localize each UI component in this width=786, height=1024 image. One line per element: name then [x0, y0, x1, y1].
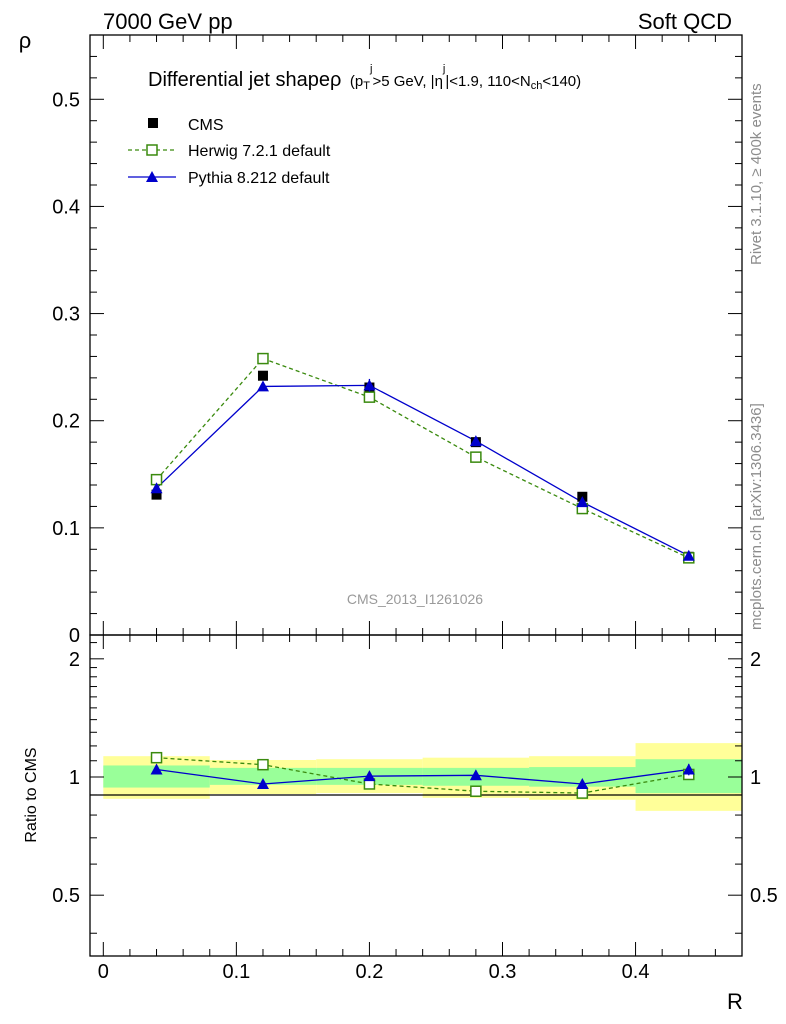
ratio-y-tick-label-right: 2 — [750, 649, 761, 671]
legend-label-cms: CMS — [188, 117, 224, 134]
pythia-ratio-point — [576, 777, 589, 789]
pythia-ratio-line — [156, 768, 689, 785]
legend-marker-cms — [148, 118, 158, 128]
legend: CMS Herwig 7.2.1 default Pythia 8.212 de… — [128, 117, 331, 187]
legend-label-pythia: Pythia 8.212 default — [188, 170, 330, 187]
y-tick-label: 0.4 — [52, 196, 80, 218]
herwig-point — [470, 451, 482, 463]
ratio-y-axis-label: Ratio to CMS — [23, 747, 40, 842]
ratio-y-tick-label: 0.5 — [52, 885, 80, 907]
x-tick-label: 0.1 — [222, 961, 250, 983]
herwig-point — [363, 391, 376, 403]
cms-point — [151, 489, 162, 500]
x-tick-label: 0.4 — [622, 961, 650, 983]
rivet-label: Rivet 3.1.10, ≥ 400k events — [748, 83, 765, 265]
chart-title-cuts: (pTj>5 GeV, |ηj|<1.9, 110<Nch<140) — [350, 63, 581, 92]
main-panel: 0 0.1 0.2 0.3 0.4 0.5 Differential jet shapeρ… — [19, 28, 743, 647]
header-energy: 7000 GeV pp — [103, 9, 233, 34]
pythia-line — [156, 384, 690, 557]
ratio-y-tick-label-right: 1 — [750, 767, 761, 789]
x-tick-label: 0.2 — [356, 961, 384, 983]
herwig-point — [257, 352, 269, 365]
analysis-watermark: CMS_2013_I1261026 — [347, 591, 483, 607]
pythia-point — [469, 435, 482, 447]
mcplots-label: mcplots.cern.ch [arXiv:1306.3436] — [748, 403, 765, 630]
cms-point — [257, 370, 268, 381]
y-tick-label: 0 — [69, 625, 80, 647]
cms-stat-uncertainty-band — [103, 765, 210, 788]
pythia-ratio-point — [469, 769, 482, 781]
pythia-point — [256, 380, 269, 392]
y-tick-label: 0.3 — [52, 304, 80, 326]
y-tick-label: 0.5 — [52, 89, 80, 111]
ratio-y-tick-label: 2 — [69, 649, 80, 671]
herwig-line — [156, 357, 690, 559]
herwig-ratio-line — [156, 757, 689, 794]
x-tick-label: 0.3 — [489, 961, 517, 983]
herwig-ratio-point — [257, 758, 269, 771]
ratio-frame — [89, 634, 743, 957]
pythia-ratio-point — [150, 763, 163, 775]
ratio-panel: 0.5 0.5 1 1 2 2 0 0.1 0.2 0.3 0.4 Ratio to CMS R — [23, 634, 778, 1014]
pythia-point — [576, 496, 589, 508]
x-tick-label: 0 — [98, 961, 109, 983]
pythia-point — [682, 549, 695, 561]
pythia-point — [150, 482, 163, 494]
pythia-ratio-point — [363, 770, 376, 782]
ratio-y-tick-label-right: 0.5 — [750, 885, 778, 907]
chart-title-main: Differential jet shapeρ — [148, 69, 341, 91]
pythia-ratio-point — [256, 777, 269, 789]
header-process: Soft QCD — [638, 9, 732, 34]
legend-marker-herwig — [146, 144, 158, 156]
pythia-ratio-point — [682, 763, 695, 775]
herwig-ratio-point — [150, 751, 163, 764]
herwig-ratio-point — [470, 785, 482, 797]
chart-title: Differential jet shapeρ (pTj>5 GeV, |ηj|… — [148, 63, 581, 92]
x-axis-label: R — [727, 989, 743, 1014]
legend-marker-pythia — [146, 171, 158, 182]
herwig-ratio-point — [576, 787, 589, 799]
y-axis-label: ρ — [19, 28, 32, 53]
y-tick-label: 0.1 — [52, 518, 80, 540]
ratio-y-tick-label: 1 — [69, 767, 80, 789]
legend-label-herwig: Herwig 7.2.1 default — [188, 143, 331, 160]
y-tick-label: 0.2 — [52, 411, 80, 433]
pythia-point — [363, 379, 376, 391]
